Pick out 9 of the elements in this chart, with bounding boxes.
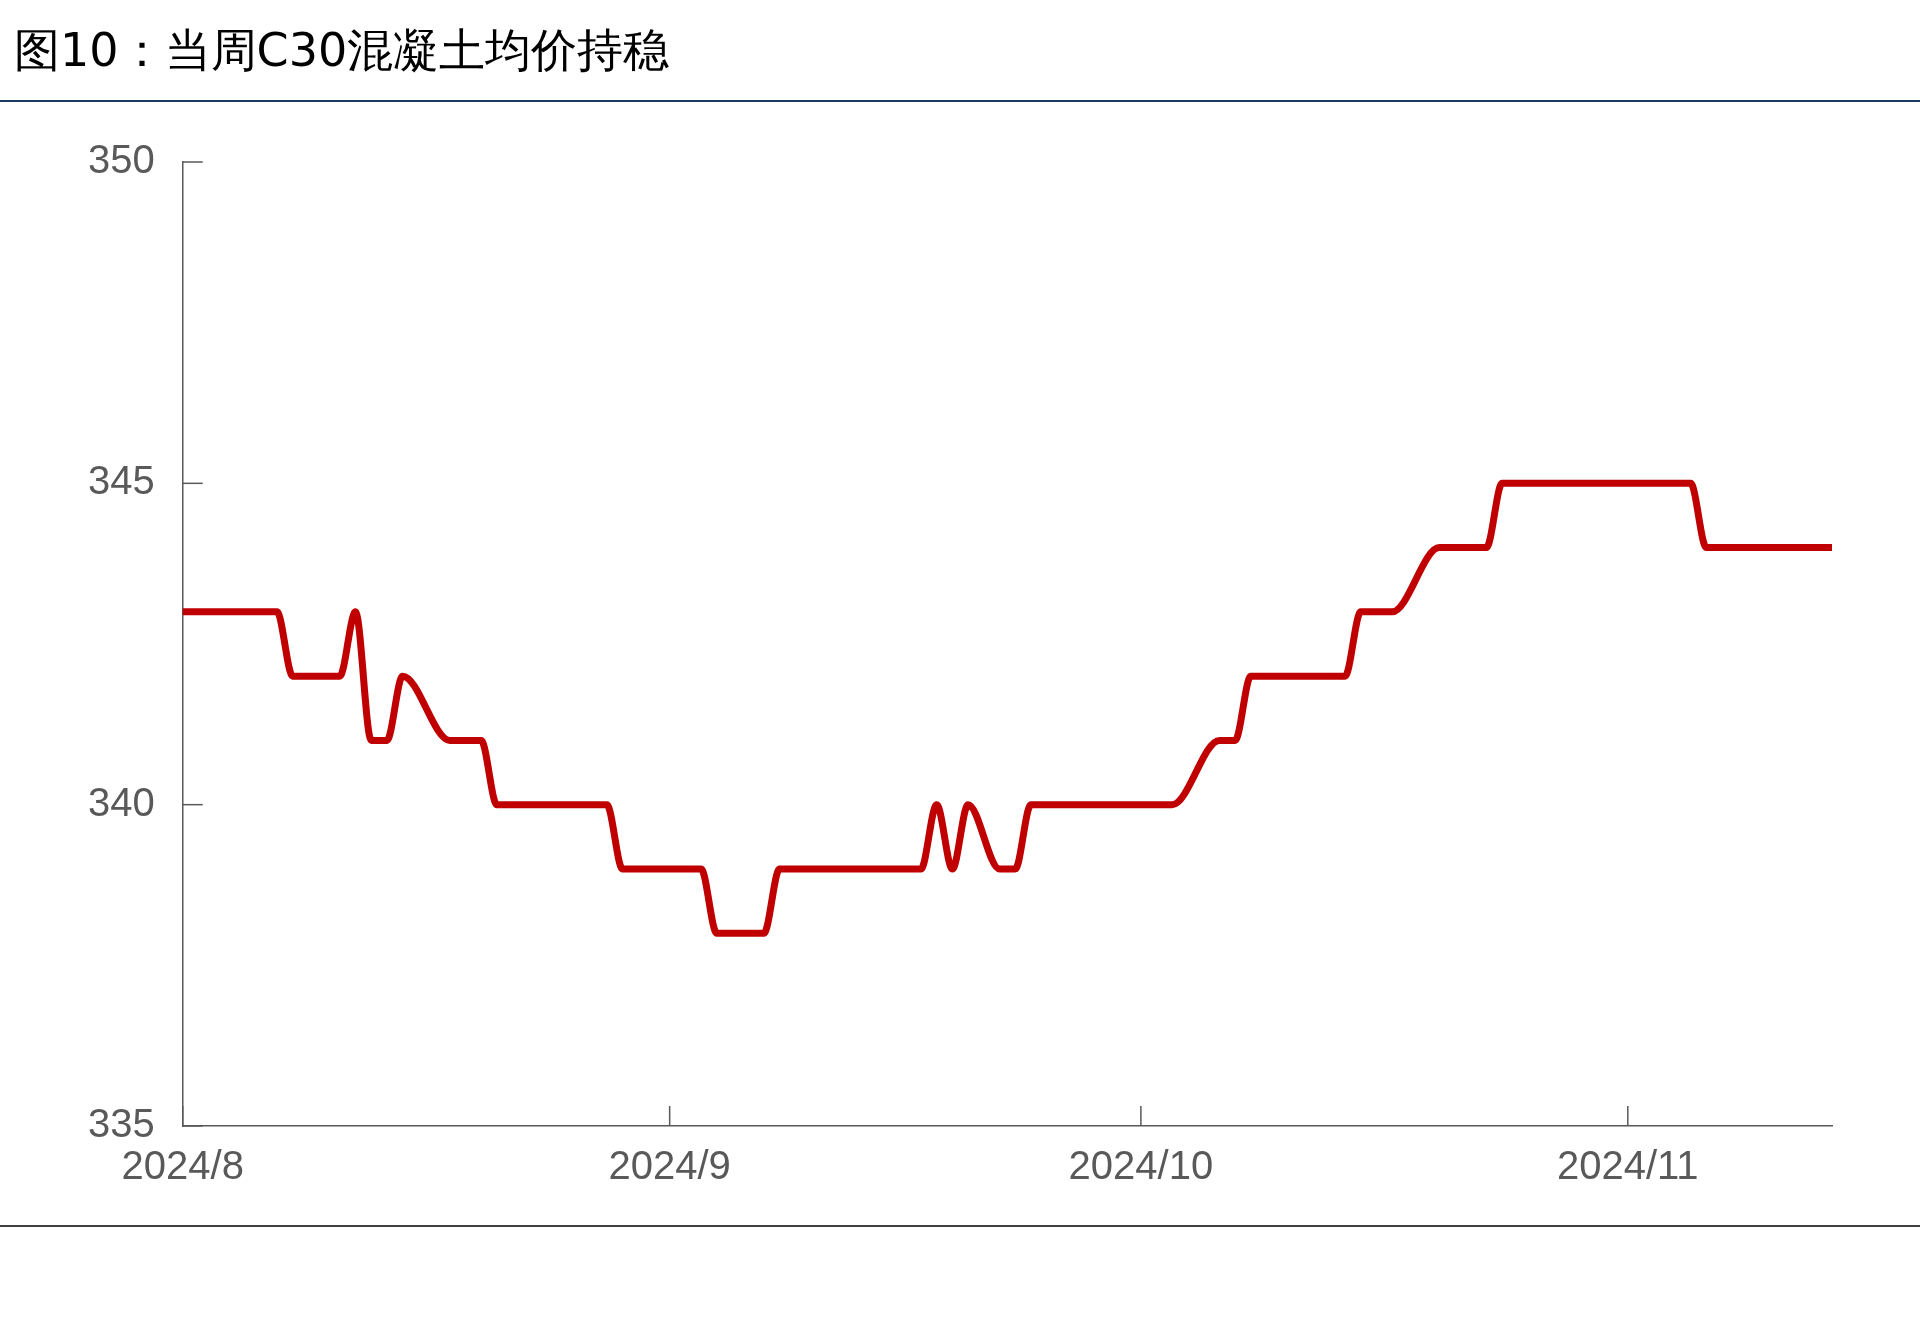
x-tick-label: 2024/8 [121,1143,244,1188]
y-tick-label: 340 [87,779,155,824]
y-tick-label: 350 [87,137,155,182]
y-tick-label: 345 [87,458,155,503]
x-tick-label: 2024/11 [1556,1143,1699,1188]
x-tick-label: 2024/10 [1068,1143,1214,1188]
chart-title: 图10：当周C30混凝土均价持稳 [14,22,670,79]
x-tick-label: 2024/9 [608,1143,731,1188]
y-tick-label: 335 [87,1101,155,1146]
